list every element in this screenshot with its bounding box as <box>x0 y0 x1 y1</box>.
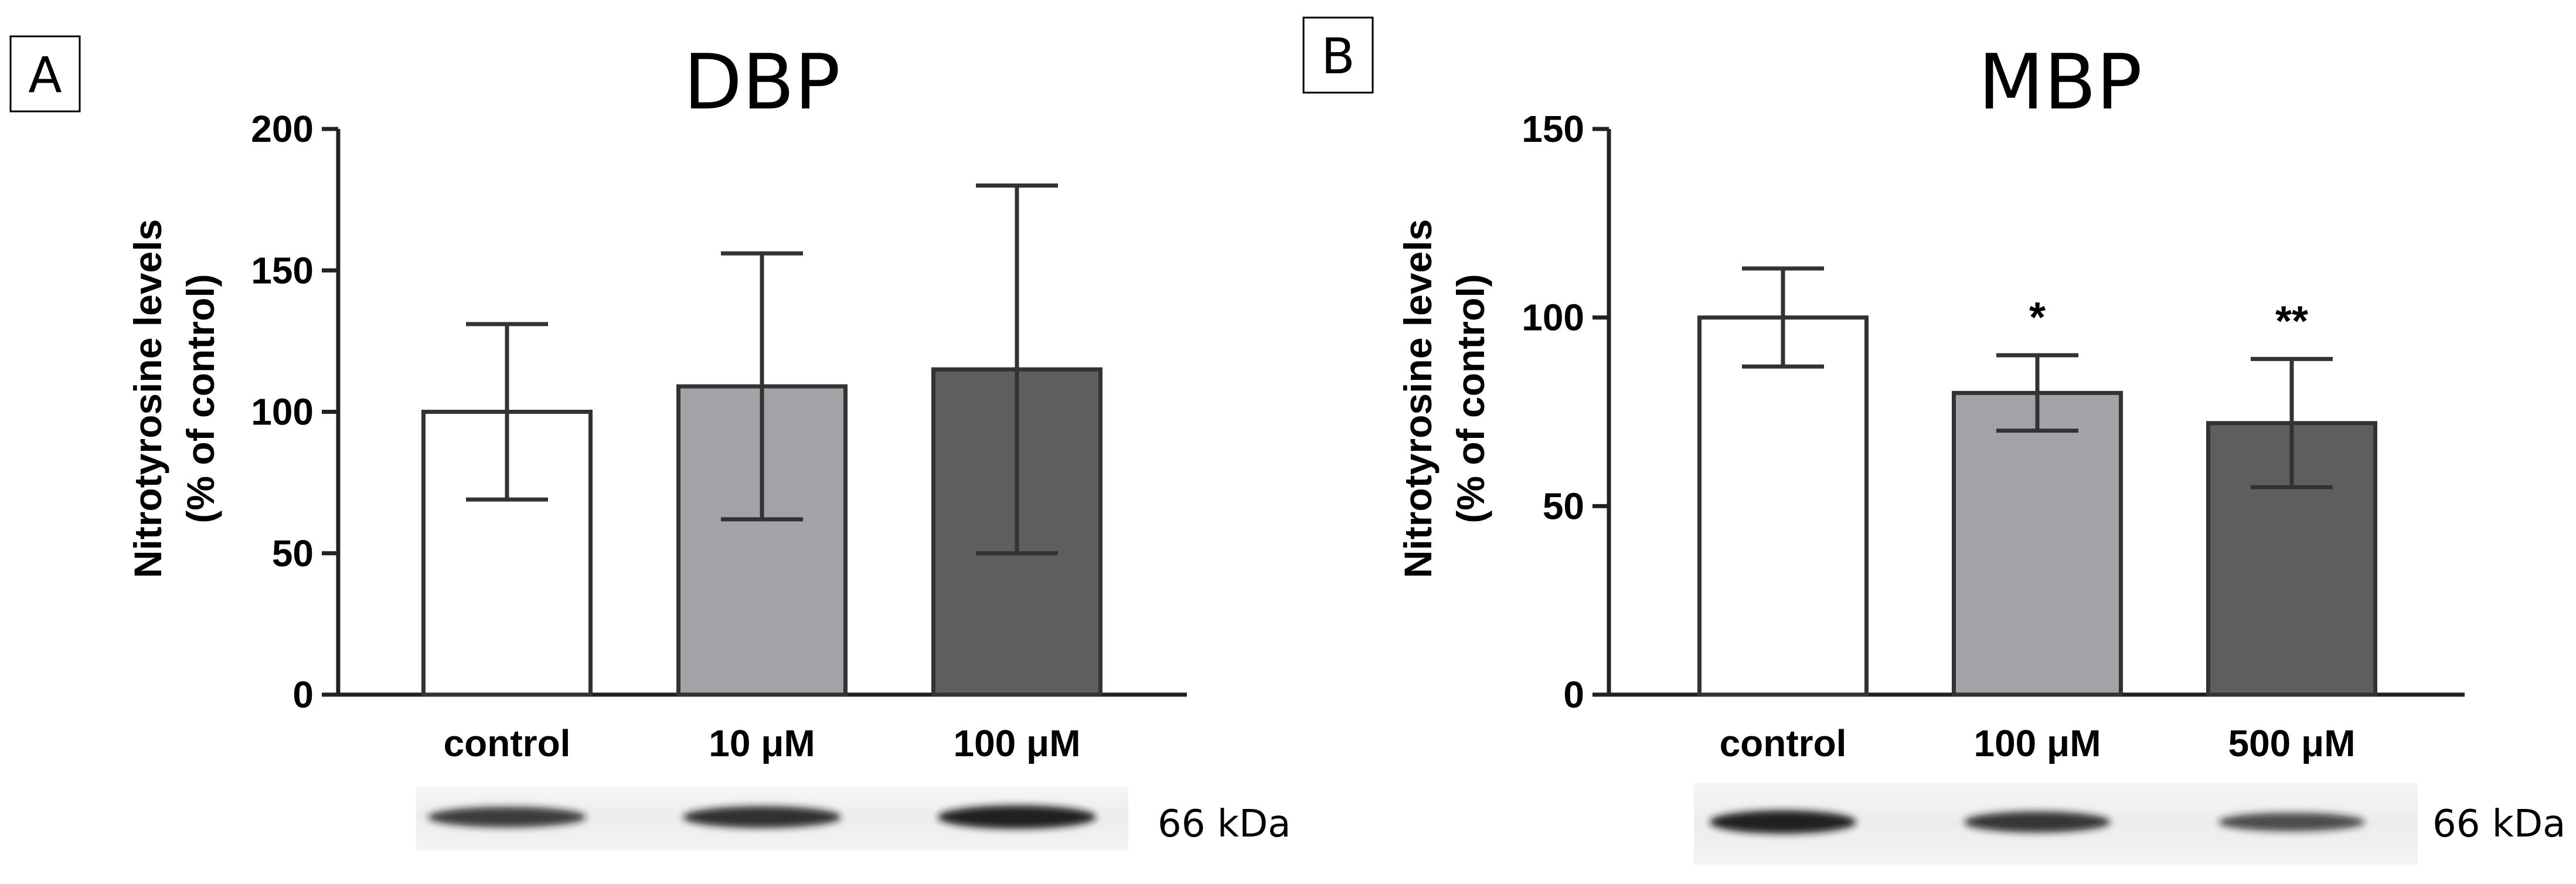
y-tick-label: 100 <box>251 391 314 433</box>
category-label: 100 μM <box>953 722 1080 764</box>
y-axis-label-line1: Nitrotyrosine levels <box>1396 219 1440 579</box>
category-label: 500 μM <box>2228 722 2355 764</box>
blot-band <box>1964 811 2111 833</box>
y-axis-label-line2: (% of control) <box>179 274 222 523</box>
blot-band <box>683 806 841 828</box>
panel-b: B MBP Nitrotyrosine levels (% of control… <box>1302 16 2565 865</box>
blot-band <box>428 807 586 828</box>
y-tick-label: 150 <box>1522 108 1584 150</box>
category-label: control <box>1720 722 1847 764</box>
category-labels: control 100 μM 500 μM <box>1720 722 2356 764</box>
bar <box>1952 390 2123 697</box>
y-tick-label: 50 <box>1543 485 1584 527</box>
panel-letter-box <box>1302 16 1374 94</box>
chart-title: DBP <box>683 38 840 127</box>
y-axis-label-line1: Nitrotyrosine levels <box>126 219 169 579</box>
blot-kda-label: 66 kDa <box>1158 803 1291 846</box>
axes: 0 50 100 150 200 <box>251 108 1187 716</box>
significance-marker: ** <box>2275 298 2308 345</box>
blot-band <box>1710 810 1856 834</box>
y-tick-label: 100 <box>1522 297 1584 339</box>
western-blot <box>1694 783 2418 865</box>
category-label: 10 μM <box>709 722 815 764</box>
y-axis-label-line2: (% of control) <box>1449 274 1492 523</box>
y-tick-label: 0 <box>292 674 314 716</box>
panel-letter: A <box>28 46 62 104</box>
bars <box>1697 315 2377 697</box>
western-blot <box>416 787 1128 850</box>
panel-a: A DBP Nitrotyrosine levels (% of control… <box>9 35 1291 850</box>
blot-band <box>2218 812 2365 832</box>
category-labels: control 10 μM 100 μM <box>444 722 1081 764</box>
y-tick-label: 0 <box>1563 674 1584 716</box>
error-bars <box>466 183 1058 556</box>
panel-letter: B <box>1321 28 1355 85</box>
significance-markers: * ** <box>2029 294 2308 345</box>
error-bars <box>1742 266 2333 489</box>
bar <box>1697 315 1869 697</box>
y-tick-label: 200 <box>251 108 314 150</box>
chart-title: MBP <box>1978 38 2142 127</box>
y-tick-label: 50 <box>272 532 314 574</box>
blot-kda-label: 66 kDa <box>2432 803 2565 846</box>
panel-letter-box <box>9 35 81 113</box>
y-tick-label: 150 <box>251 249 314 291</box>
category-label: control <box>444 722 571 764</box>
blot-band <box>938 805 1096 829</box>
category-label: 100 μM <box>1973 722 2101 764</box>
significance-marker: * <box>2029 294 2046 341</box>
